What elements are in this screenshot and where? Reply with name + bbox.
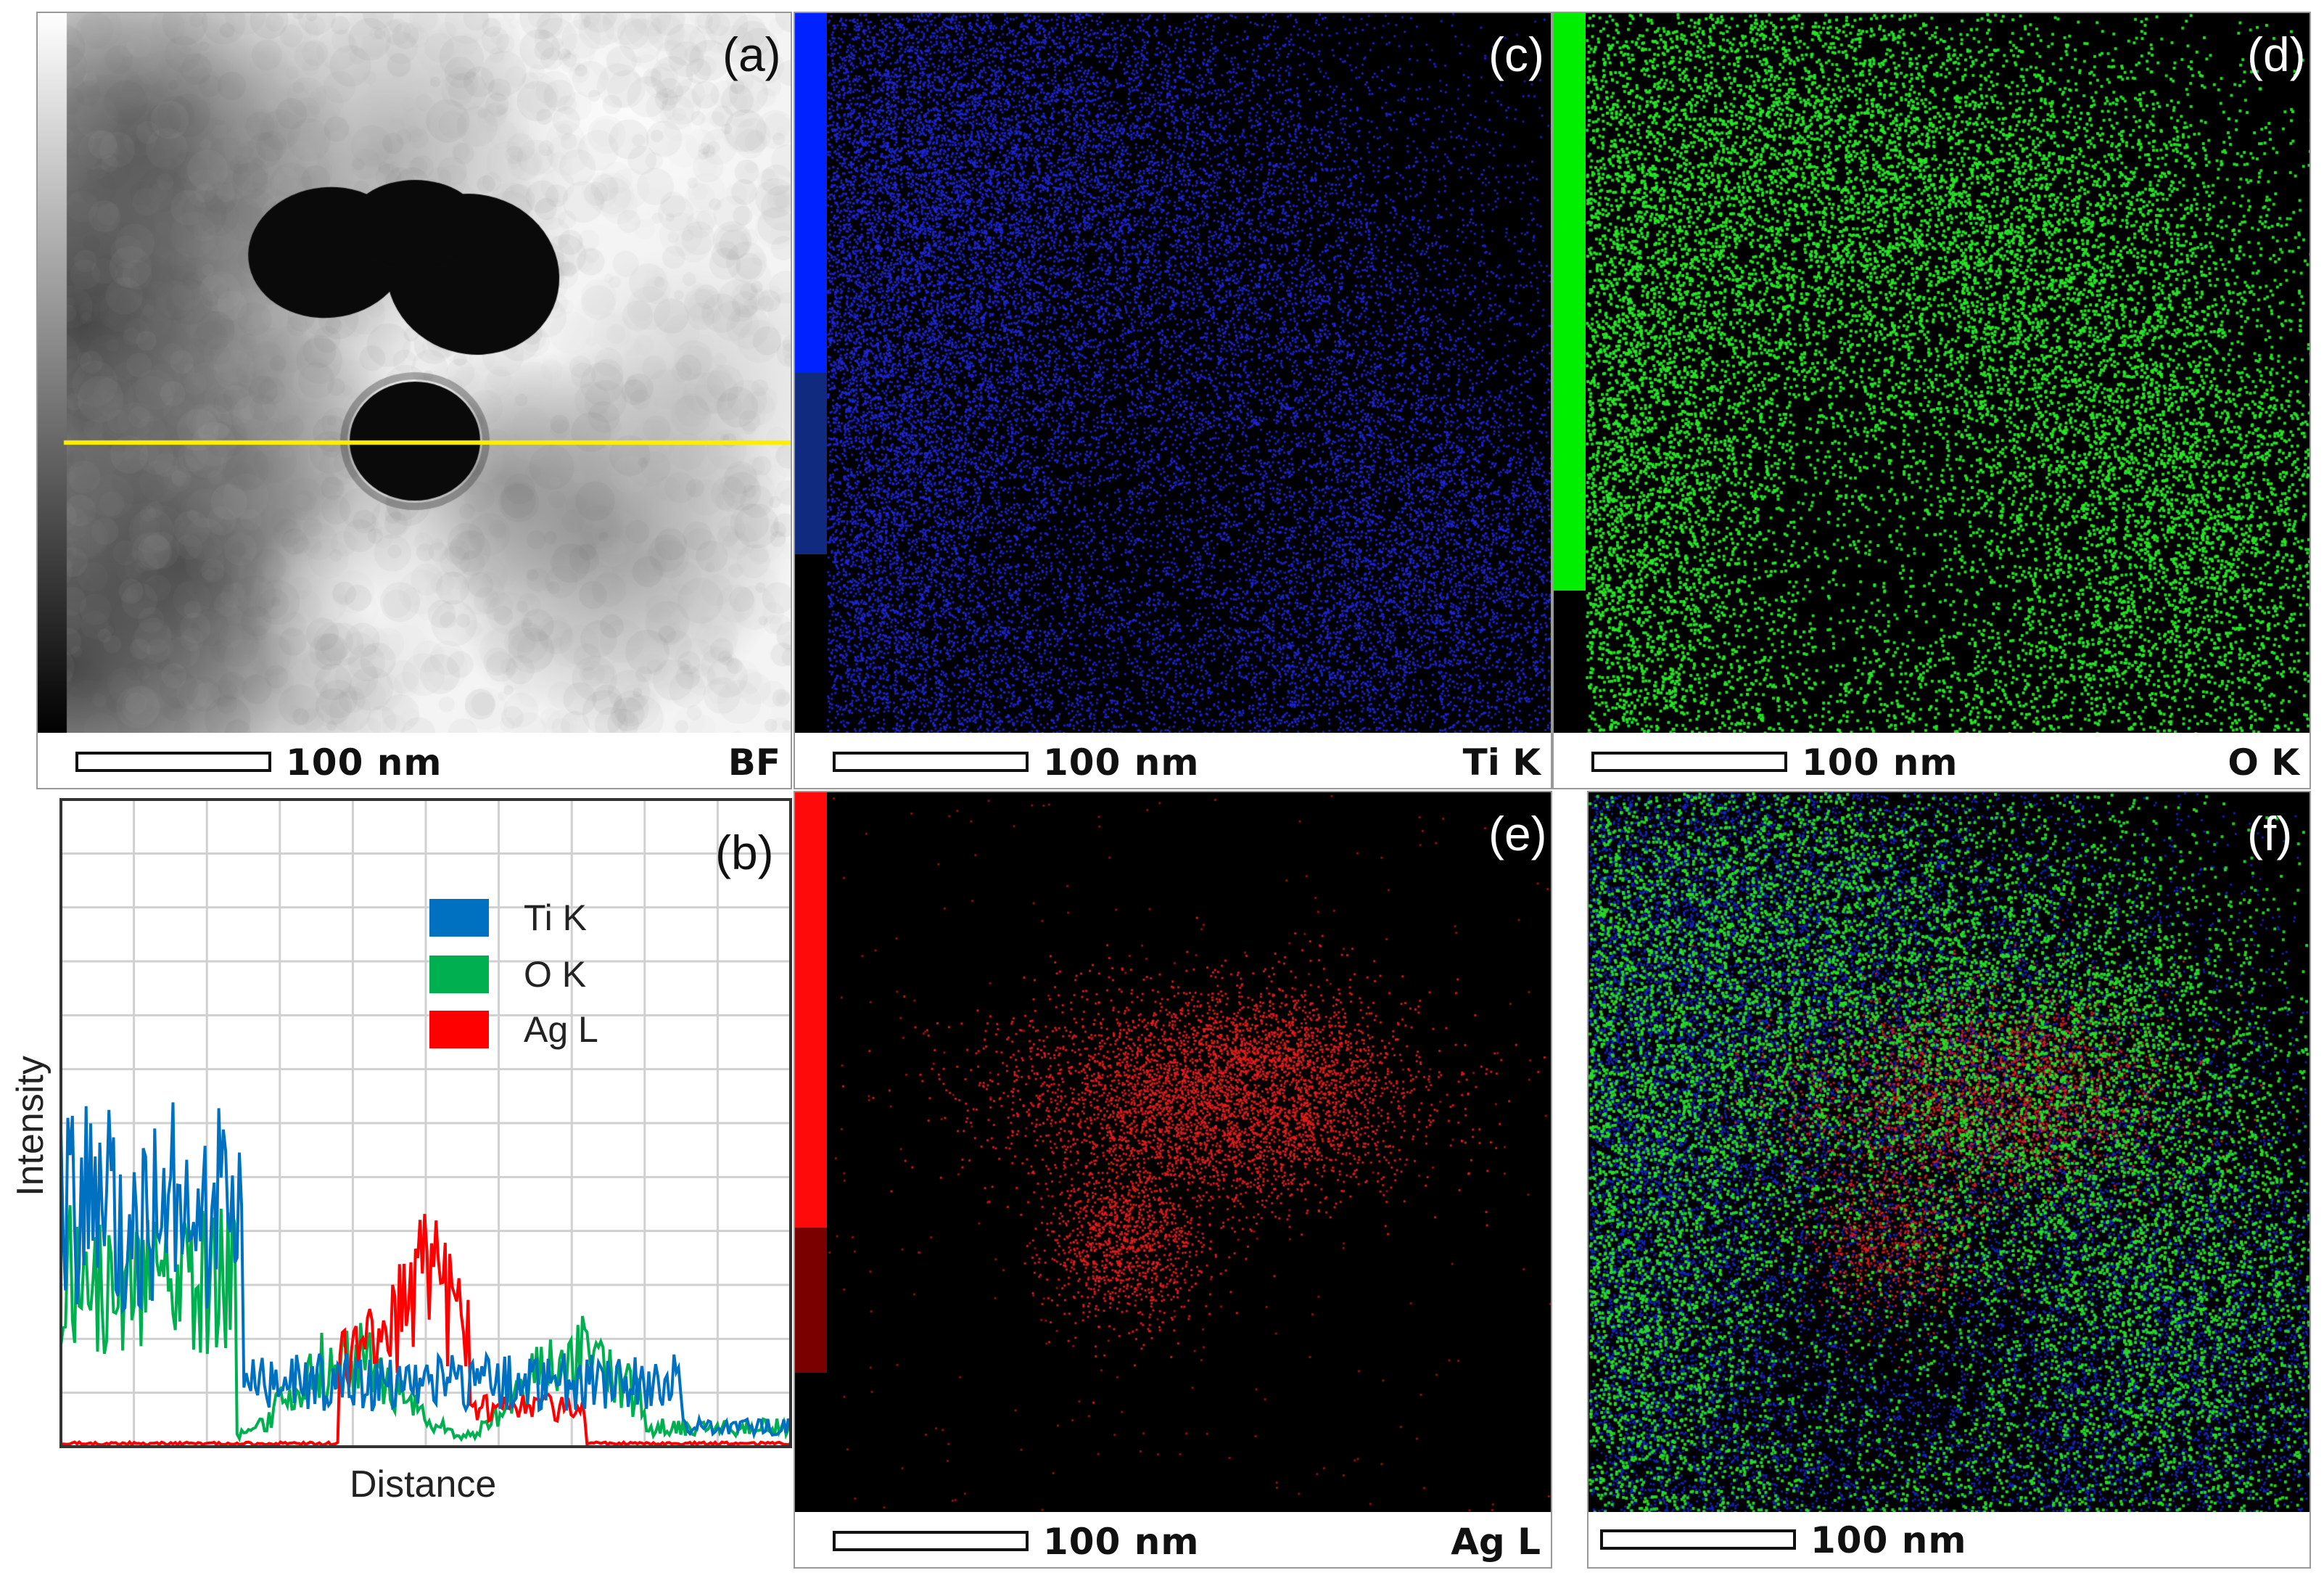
colorbar-mid — [795, 373, 827, 554]
legend-label-ti: Ti K — [524, 897, 588, 938]
panel-e-ag-map: (e) 100 nm Ag L — [794, 791, 1552, 1569]
panel-f-footer: 100 nm — [1589, 1512, 2309, 1567]
panel-a-footer: 100 nm BF — [38, 733, 791, 788]
panel-c-footer: 100 nm Ti K — [795, 733, 1551, 788]
panel-label-b: (b) — [715, 826, 774, 879]
colorbar — [795, 792, 827, 1228]
overlay-map-image — [1589, 792, 2309, 1515]
legend-label-ag: Ag L — [524, 1009, 598, 1050]
scale-text: 100 nm — [1810, 1519, 1967, 1561]
scale-text: 100 nm — [1043, 741, 1200, 784]
colorbar — [1554, 13, 1586, 591]
ti-map-image — [795, 13, 1551, 736]
series-line-ti — [59, 1102, 792, 1440]
legend-label-o: O K — [524, 954, 587, 995]
scale-bar — [833, 752, 1029, 772]
panel-d-footer: 100 nm O K — [1554, 733, 2309, 788]
scale-text: 100 nm — [1802, 741, 1958, 784]
legend-item-ag: Ag L — [429, 1008, 598, 1051]
channel-label: O K — [2228, 741, 2299, 784]
panel-d-o-map: (d) 100 nm O K — [1552, 12, 2311, 789]
legend-swatch-ag — [429, 1011, 489, 1048]
y-axis-title: Intensity — [9, 1056, 51, 1196]
panel-b-line-profile: (b) Ti K O K Ag L Distance Intensity — [0, 792, 794, 1518]
x-axis-title: Distance — [350, 1463, 497, 1505]
legend-item-ti: Ti K — [429, 897, 587, 939]
colorbar-mid — [795, 1228, 827, 1373]
channel-label: Ag L — [1451, 1521, 1541, 1563]
panel-label-e: (e) — [1488, 807, 1547, 860]
scale-bar — [1600, 1529, 1796, 1550]
bf-image — [38, 13, 791, 736]
colorbar — [795, 13, 827, 373]
scale-bar — [1591, 752, 1787, 772]
channel-label: BF — [728, 741, 780, 784]
panel-a-bright-field: (a) 100 nm BF — [36, 12, 792, 789]
panel-label-a: (a) — [722, 28, 781, 81]
ag-map-image — [795, 792, 1551, 1515]
legend-swatch-ti — [429, 899, 489, 937]
panel-e-footer: 100 nm Ag L — [795, 1512, 1551, 1567]
legend-item-o: O K — [429, 953, 586, 995]
panel-label-c: (c) — [1488, 28, 1544, 81]
panel-label-f: (f) — [2247, 807, 2293, 860]
panel-c-ti-map: (c) 100 nm Ti K — [794, 12, 1552, 789]
panel-f-overlay-map: (f) 100 nm — [1587, 791, 2311, 1569]
line-profile-chart — [59, 798, 792, 1448]
series-line-ag — [60, 1214, 792, 1447]
scale-bar — [75, 752, 271, 772]
channel-label: Ti K — [1462, 741, 1541, 784]
panel-label-d: (d) — [2247, 28, 2306, 81]
scale-text: 100 nm — [286, 741, 442, 784]
o-map-image — [1554, 13, 2309, 736]
scale-bar — [833, 1531, 1029, 1551]
legend-swatch-o — [429, 956, 489, 993]
scale-text: 100 nm — [1043, 1521, 1200, 1563]
